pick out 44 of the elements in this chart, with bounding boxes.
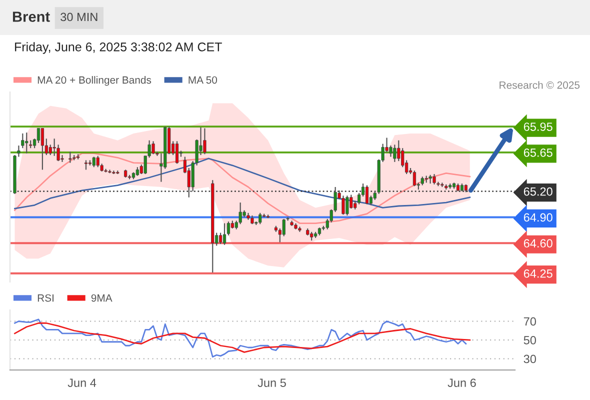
candlestick	[226, 220, 230, 236]
candlestick	[48, 144, 52, 156]
candlestick	[203, 128, 206, 155]
candlestick	[393, 144, 396, 163]
legend-label: MA 50	[188, 76, 218, 84]
chart-subtitle: Friday, June 6, 2025 3:38:02 AM CET	[15, 42, 222, 54]
candlestick	[365, 184, 369, 205]
candlestick	[36, 128, 40, 144]
y-tick-label: 65.95	[524, 122, 552, 131]
line-series	[14, 152, 471, 224]
x-tick-label: Jun 6	[448, 378, 476, 388]
line-series	[14, 318, 467, 358]
chart-title: Brent	[12, 12, 50, 22]
text: Research © 2025	[500, 81, 580, 89]
candlestick	[84, 160, 88, 170]
line-series	[14, 158, 471, 210]
y-tick-label: 64.60	[524, 239, 552, 248]
text: 30 MIN	[60, 12, 98, 22]
candlestick	[222, 222, 226, 246]
x-tick-label: Jun 4	[68, 378, 96, 388]
line-series	[14, 322, 471, 353]
y-tick-label: 64.25	[524, 269, 552, 278]
candlestick	[258, 212, 262, 225]
candlestick	[92, 156, 96, 168]
y-tick-label: 65.20	[524, 187, 552, 196]
candlestick	[68, 151, 72, 164]
candlestick	[175, 140, 179, 164]
candlestick	[432, 173, 436, 185]
legend-label: 9MA	[91, 294, 112, 302]
legend-label: RSI	[38, 294, 54, 302]
candlestick	[346, 195, 349, 216]
y-tick-label: 30	[524, 354, 536, 364]
candlestick	[25, 132, 28, 154]
legend-label: MA 20 + Bollinger Bands	[38, 76, 152, 86]
x-tick-label: Jun 5	[258, 378, 286, 388]
y-tick-label: 50	[524, 336, 536, 344]
y-tick-label: 64.90	[524, 213, 552, 222]
candlestick	[218, 232, 222, 245]
candlestick	[96, 155, 100, 168]
y-tick-label: 70	[524, 317, 536, 326]
candlestick	[412, 170, 416, 187]
candlestick	[152, 140, 155, 155]
candlestick	[40, 128, 44, 170]
y-tick-label: 65.65	[524, 148, 552, 157]
